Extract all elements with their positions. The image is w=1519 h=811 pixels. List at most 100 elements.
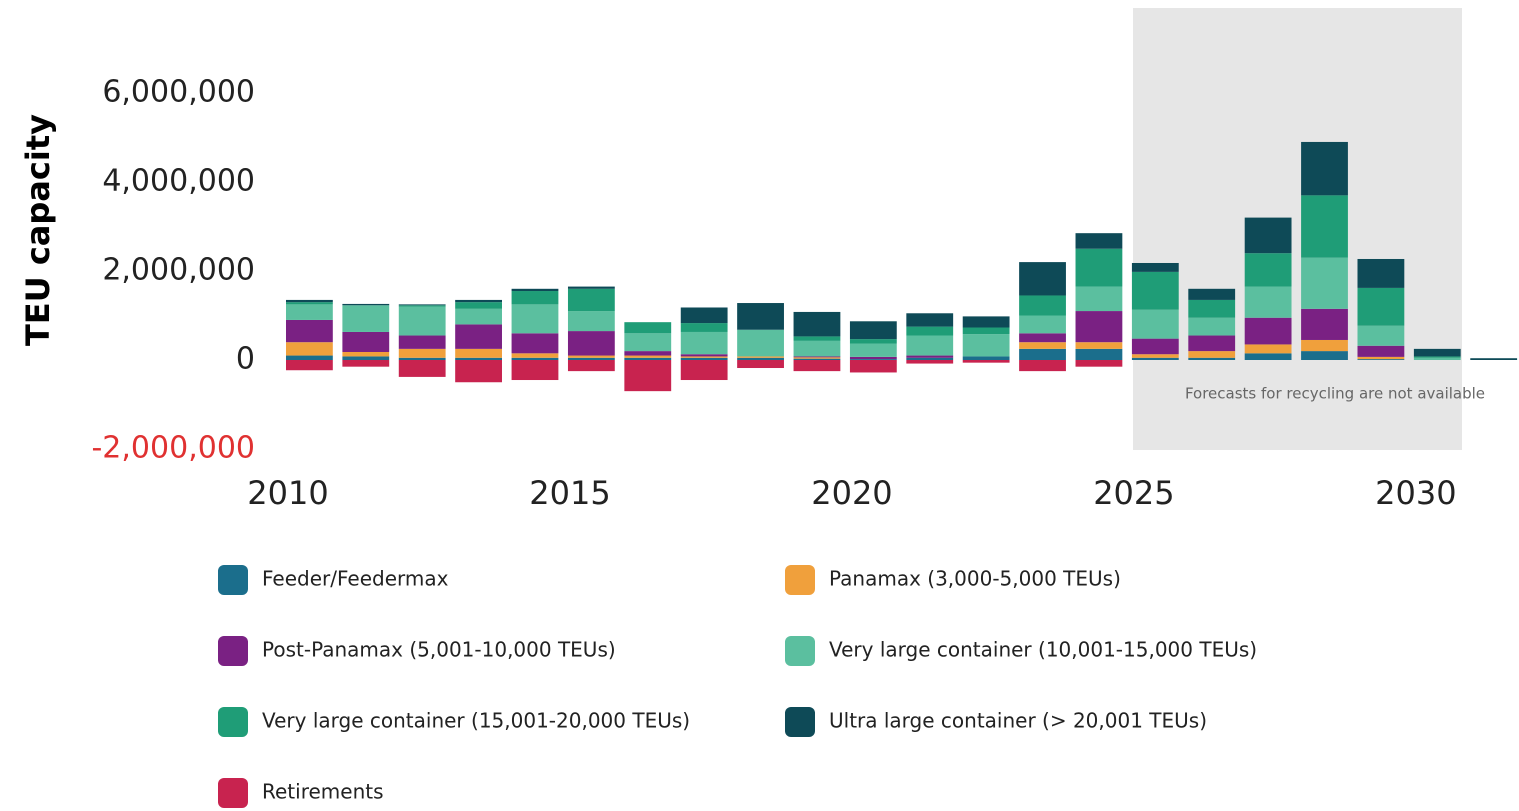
bar-segment (962, 360, 1010, 363)
bar-segment (1019, 333, 1066, 343)
bar-segment (849, 339, 897, 344)
bar-segment (567, 331, 615, 356)
bar-segment (1357, 356, 1405, 360)
bar-segment (1075, 311, 1123, 343)
bar-segment (398, 360, 446, 377)
bar-segment (906, 326, 954, 336)
bar-segment (906, 313, 954, 327)
bar-segment (285, 302, 333, 305)
bar-segment (1131, 262, 1179, 272)
bar-segment (342, 356, 390, 360)
bar-segment (1131, 338, 1179, 355)
legend-label: Very large container (10,001-15,000 TEUs… (829, 638, 1257, 662)
legend-swatch (218, 636, 248, 666)
bar-segment (1188, 357, 1236, 360)
bar-segment (1413, 357, 1461, 360)
legend-label: Very large container (15,001-20,000 TEUs… (262, 709, 690, 733)
bar-segment (455, 360, 502, 383)
y-tick-label: -2,000,000 (91, 431, 255, 466)
bar-segment (680, 357, 728, 360)
bar-segment (1357, 258, 1405, 288)
bar-segment (398, 348, 446, 358)
bar-segment (624, 360, 672, 392)
bar-segment (1075, 342, 1123, 349)
bar-segment (793, 311, 841, 337)
bar-segment (1188, 299, 1236, 318)
bar-segment (1301, 141, 1348, 196)
x-tick-label: 2025 (1093, 474, 1174, 512)
bar-segment (680, 354, 728, 357)
bar-segment (1244, 217, 1292, 254)
legend-label: Panamax (3,000-5,000 TEUs) (829, 567, 1121, 591)
bar-segment (793, 358, 841, 360)
legend-swatch (218, 707, 248, 737)
x-tick-label: 2030 (1375, 474, 1456, 512)
legend-swatch (785, 636, 815, 666)
bar-segment (624, 351, 672, 356)
legend-label: Ultra large container (> 20,001 TEUs) (829, 709, 1207, 733)
bar-segment (849, 359, 897, 360)
bar-segment (737, 357, 784, 360)
bar-segment (398, 306, 446, 336)
x-tick-label: 2010 (247, 474, 328, 512)
bar-segment (1413, 348, 1461, 357)
bar-segment (567, 355, 615, 358)
legend-swatch (218, 778, 248, 808)
bar-segment (511, 304, 559, 334)
bar-segment (1244, 286, 1292, 318)
bar-segment (962, 356, 1010, 360)
bar-segment (511, 353, 559, 358)
bar-segment (1244, 253, 1292, 287)
y-tick-label: 4,000,000 (102, 164, 255, 199)
bar-segment (1188, 317, 1236, 336)
bar-segment (455, 357, 502, 360)
bar-segment (285, 304, 333, 320)
bar-segment (680, 360, 728, 381)
bar-segment (567, 286, 615, 289)
forecast-shade (1133, 8, 1462, 450)
bar-segment (1019, 348, 1066, 360)
bar-segment (1019, 360, 1066, 372)
bar-segment (455, 299, 502, 303)
bar-segment (906, 335, 954, 356)
bar-segment (455, 348, 502, 358)
bar-segment (285, 342, 333, 356)
bar-segment (398, 335, 446, 349)
bar-segment (680, 331, 728, 355)
bar-segment (849, 356, 897, 360)
bar-segment (793, 356, 841, 358)
bar-segment (1131, 357, 1179, 360)
bar-segment (1357, 345, 1405, 357)
bar-segment (624, 355, 672, 358)
bar-segment (793, 357, 841, 359)
bar-segment (1188, 351, 1236, 358)
x-tick-label: 2015 (529, 474, 610, 512)
bar-segment (1301, 351, 1348, 360)
bar-segment (342, 331, 390, 352)
bar-segment (1357, 359, 1405, 360)
bar-segment (680, 307, 728, 324)
y-axis-title: TEU capacity (19, 114, 57, 346)
bar-segment (342, 303, 390, 306)
bar-segment (511, 288, 559, 292)
bar-segment (1131, 271, 1179, 310)
bar-segment (962, 334, 1010, 357)
bar-segment (455, 302, 502, 309)
bar-segment (398, 304, 446, 306)
bar-segment (962, 316, 1010, 328)
bar-segment (1301, 257, 1348, 309)
bar-segment (511, 333, 559, 354)
bar-segment (1244, 353, 1292, 360)
bar-segment (849, 321, 897, 340)
bar-segment (1188, 335, 1236, 352)
bar-segment (285, 355, 333, 360)
x-tick-label: 2020 (811, 474, 892, 512)
bar-segment (342, 351, 390, 357)
bar-segment (567, 311, 615, 332)
bar-segment (342, 305, 390, 332)
bar-segment (1075, 248, 1123, 287)
y-tick-label: 6,000,000 (102, 75, 255, 110)
legend-label: Retirements (262, 780, 384, 804)
bar-segment (511, 360, 559, 381)
